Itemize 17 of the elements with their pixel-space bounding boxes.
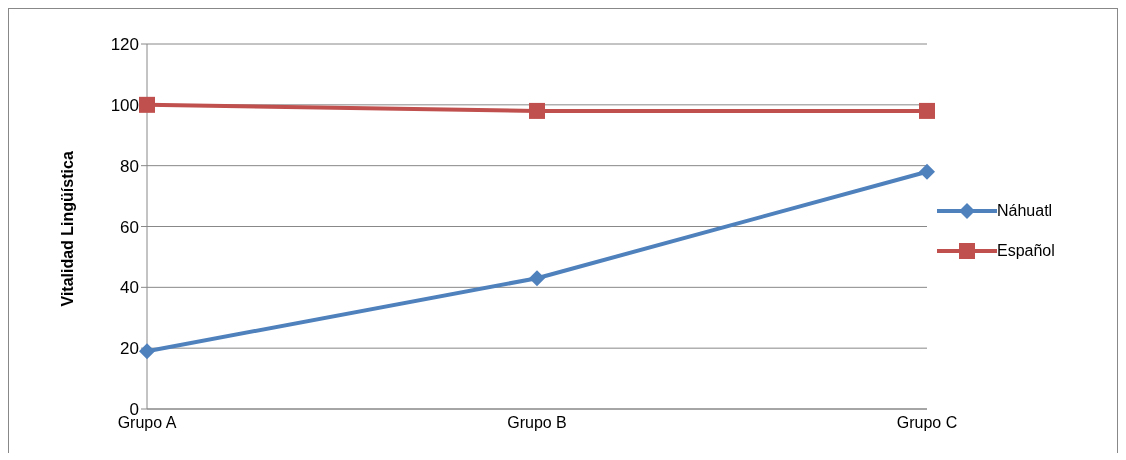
y-tick-label: 20 [120,339,139,359]
y-tick-label: 100 [110,95,139,115]
y-tick-label: 60 [120,217,139,237]
point [139,96,155,113]
point [529,270,545,287]
point [139,343,155,360]
y-tick-label: 120 [110,35,139,55]
y-tick-label: 80 [120,156,139,176]
x-tick-label: Grupo B [507,414,567,432]
legend-label: Náhuatl [997,202,1053,220]
point [529,102,545,119]
y-tick-label: 40 [120,278,139,298]
point [919,163,935,180]
legend-label: Español [997,242,1055,260]
point [919,102,935,119]
y-axis-title: Vitalidad Lingüística [58,151,76,307]
x-tick-label: Grupo C [896,414,958,432]
